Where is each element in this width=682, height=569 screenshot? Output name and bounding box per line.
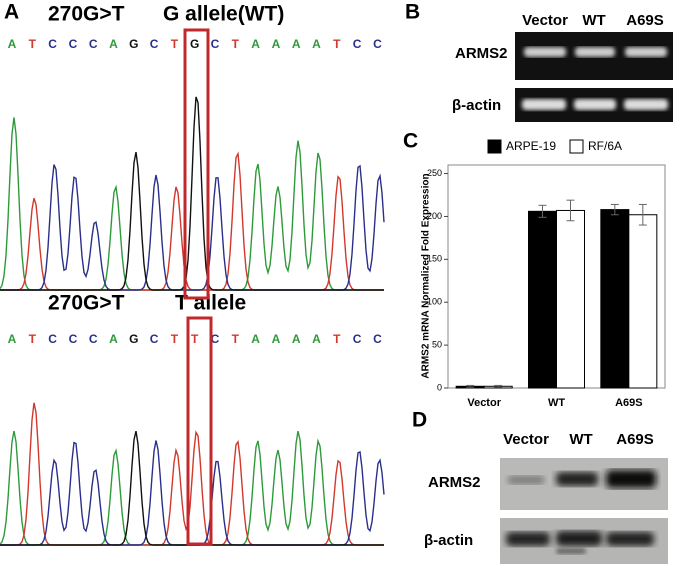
lane-label: WT bbox=[582, 12, 605, 29]
lane-label: Vector bbox=[503, 431, 549, 448]
base: A bbox=[272, 332, 281, 346]
row-label: β-actin bbox=[424, 532, 473, 549]
bar bbox=[528, 210, 557, 389]
error-bar bbox=[538, 204, 547, 218]
trace bbox=[0, 440, 385, 546]
bar-chart: 0 50 100 150 200 250 Vector WT A69S ARPE-19 RF/6A bbox=[427, 139, 666, 409]
trace bbox=[0, 117, 384, 291]
y-tick-label: 100 bbox=[427, 297, 442, 307]
legend-swatch bbox=[569, 139, 584, 154]
base: C bbox=[353, 37, 362, 51]
lane-label: WT bbox=[569, 431, 592, 448]
western-blot bbox=[500, 458, 668, 564]
error-bar bbox=[494, 384, 503, 388]
base: G bbox=[129, 332, 138, 346]
panel-label: A bbox=[4, 1, 19, 24]
base: A bbox=[272, 37, 281, 51]
y-tick-label: 200 bbox=[427, 211, 442, 221]
row-label: ARMS2 bbox=[428, 474, 481, 491]
y-tick-label: 250 bbox=[427, 168, 442, 178]
base: T bbox=[29, 332, 37, 346]
bar bbox=[556, 209, 585, 389]
error-bar bbox=[566, 199, 575, 222]
base: C bbox=[150, 332, 159, 346]
base: A bbox=[251, 332, 260, 346]
y-axis-label: ARMS2 mRNA Normalized Fold Expression bbox=[421, 173, 432, 378]
error-bar bbox=[638, 203, 647, 226]
highlight-box bbox=[186, 316, 213, 546]
lane-label: A69S bbox=[626, 12, 664, 29]
legend-label: ARPE-19 bbox=[506, 139, 556, 153]
lane-label: A69S bbox=[616, 431, 654, 448]
base: T bbox=[29, 37, 37, 51]
row-label: β-actin bbox=[452, 97, 501, 114]
seq-allele: G allele(WT) bbox=[163, 3, 284, 26]
base: C bbox=[211, 37, 220, 51]
error-bar bbox=[610, 203, 619, 216]
base: C bbox=[211, 332, 220, 346]
seq-title: 270G>T bbox=[48, 292, 125, 315]
lane-label: Vector bbox=[522, 12, 568, 29]
base: C bbox=[89, 37, 98, 51]
base: T bbox=[171, 332, 179, 346]
legend-swatch bbox=[487, 139, 502, 154]
trace bbox=[0, 96, 384, 291]
legend-label: RF/6A bbox=[588, 139, 622, 153]
base: A bbox=[251, 37, 260, 51]
gel bbox=[515, 32, 673, 122]
base: C bbox=[48, 37, 57, 51]
error-bar bbox=[466, 384, 475, 388]
panel-label: C bbox=[403, 130, 418, 153]
base: G bbox=[190, 37, 199, 51]
bar bbox=[628, 214, 658, 389]
seq-title: 270G>T bbox=[48, 3, 125, 26]
base: C bbox=[353, 332, 362, 346]
base: T bbox=[333, 332, 341, 346]
base: T bbox=[191, 332, 199, 346]
base: A bbox=[109, 37, 118, 51]
base: T bbox=[333, 37, 341, 51]
base: C bbox=[150, 37, 159, 51]
base: T bbox=[232, 332, 240, 346]
base: A bbox=[292, 37, 301, 51]
base: G bbox=[129, 37, 138, 51]
highlight-box bbox=[183, 28, 210, 300]
base: A bbox=[312, 332, 321, 346]
bar bbox=[600, 209, 630, 389]
base: A bbox=[8, 332, 17, 346]
x-tick-label: A69S bbox=[615, 397, 643, 409]
base: C bbox=[69, 37, 78, 51]
y-tick-label: 50 bbox=[432, 339, 442, 349]
y-tick-label: 150 bbox=[427, 254, 442, 264]
x-tick-label: Vector bbox=[467, 397, 501, 409]
panel-label: D bbox=[412, 409, 427, 432]
base: A bbox=[8, 37, 17, 51]
base: A bbox=[109, 332, 118, 346]
x-tick-label: WT bbox=[548, 397, 565, 409]
base: C bbox=[373, 332, 382, 346]
base: A bbox=[312, 37, 321, 51]
base: C bbox=[89, 332, 98, 346]
base: C bbox=[373, 37, 382, 51]
base: T bbox=[232, 37, 240, 51]
base: C bbox=[69, 332, 78, 346]
base: A bbox=[292, 332, 301, 346]
base: T bbox=[171, 37, 179, 51]
base: C bbox=[48, 332, 57, 346]
row-label: ARMS2 bbox=[455, 45, 508, 62]
y-tick-label: 0 bbox=[437, 382, 442, 392]
panel-label: B bbox=[405, 1, 420, 24]
